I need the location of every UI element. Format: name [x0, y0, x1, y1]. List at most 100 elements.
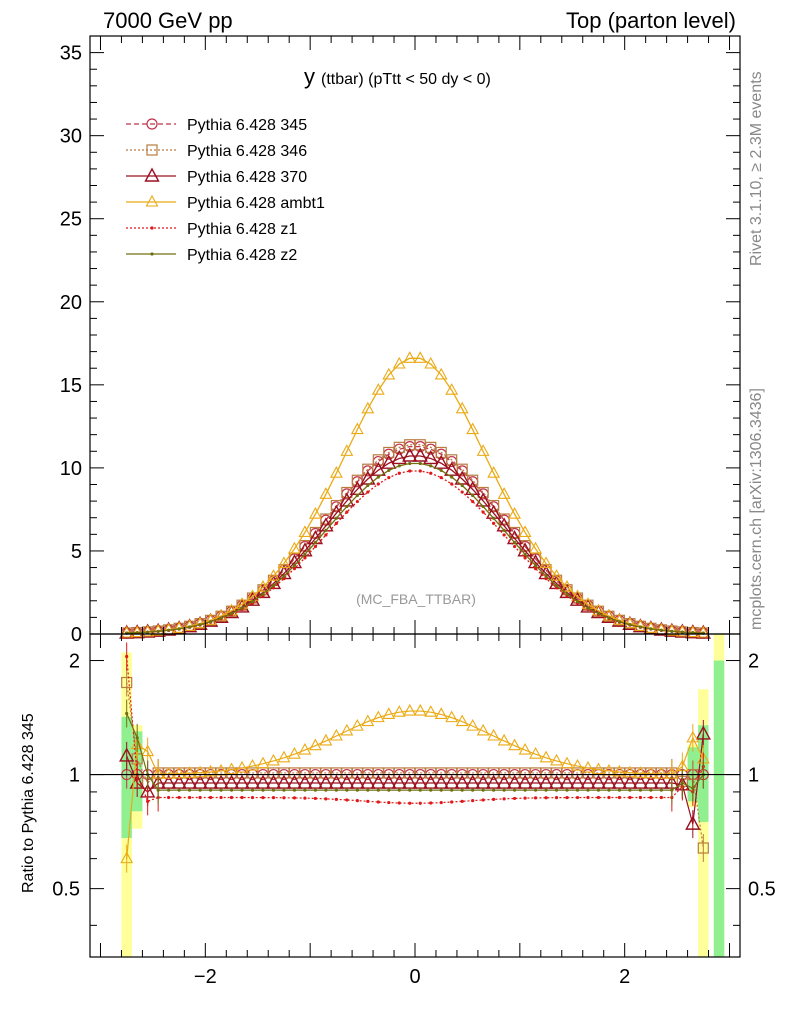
point-ambt1-13 — [256, 580, 270, 592]
point-z2-10 — [229, 611, 234, 616]
ratio-point-z2-32 — [460, 788, 464, 792]
ratio-point-z1-43 — [575, 795, 580, 800]
point-ambt1-50 — [644, 621, 658, 633]
ratio-point-z1-45 — [596, 795, 601, 800]
ratio-series-z1 — [125, 642, 705, 816]
point-z2-22 — [355, 493, 359, 498]
point-z2-42 — [565, 592, 569, 596]
watermark: (MC_FBA_TTBAR) — [356, 591, 476, 607]
ratio-point-z2-22 — [355, 788, 359, 792]
point-z2-24 — [376, 475, 380, 479]
ratio-point-z2-12 — [250, 788, 255, 792]
point-ambt1-34 — [476, 444, 490, 456]
point-z2-47 — [617, 620, 622, 624]
ratio-point-p370-0 — [119, 747, 135, 762]
point-ambt1-41 — [550, 569, 563, 581]
ratio-series-z2 — [125, 699, 705, 805]
chart-title-rest: (ttbar) (pTtt < 50 dy < 0) — [321, 71, 491, 88]
ratio-point-ambt1-50 — [644, 766, 658, 779]
ratio-point-ambt1-35 — [487, 728, 501, 741]
ratio-line-z2 — [126, 713, 704, 791]
rtick-label-0: 0.5 — [52, 879, 80, 901]
ratio-point-ambt1-31 — [445, 710, 459, 723]
point-p370-28 — [412, 447, 428, 462]
ratio-point-ambt1-27 — [403, 703, 417, 716]
ratio-point-ambt1-45 — [592, 762, 605, 775]
ratio-point-z2-17 — [303, 788, 307, 792]
point-z2-44 — [586, 606, 590, 610]
point-z2-35 — [492, 516, 496, 520]
legend-entry-ambt1: Pythia 6.428 ambt1 — [126, 194, 325, 212]
point-z1-35 — [492, 521, 496, 525]
xtick-label-1: 0 — [409, 966, 420, 988]
point-z1-18 — [313, 544, 318, 549]
point-z1-23 — [366, 490, 370, 494]
ratio-point-p370-35 — [485, 774, 502, 789]
ratio-point-z2-23 — [366, 788, 370, 792]
series-z1 — [125, 469, 705, 635]
ratio-line-p370 — [126, 733, 704, 825]
point-z2-45 — [596, 611, 601, 616]
ratio-point-ambt1-42 — [560, 756, 574, 769]
ratio-point-z2-3 — [156, 788, 160, 792]
point-z2-27 — [408, 461, 412, 466]
ratio-point-ambt1-24 — [371, 710, 385, 723]
legend-marker-p345 — [146, 118, 158, 130]
point-z2-46 — [607, 616, 611, 620]
rtick-label-1: 1 — [69, 765, 80, 787]
point-z2-13 — [261, 592, 265, 596]
point-z2-28 — [418, 461, 422, 466]
ratio-point-z1-40 — [544, 796, 548, 800]
point-ambt1-14 — [267, 569, 280, 581]
ratio-point-p370-9 — [213, 774, 229, 789]
point-z2-53 — [680, 630, 684, 634]
ratio-point-z2-18 — [313, 788, 318, 792]
point-z1-16 — [292, 567, 297, 571]
series-ambt1 — [120, 351, 710, 638]
ratio-point-z1-16 — [292, 796, 297, 800]
point-z2-34 — [481, 504, 485, 509]
ratio-point-z1-46 — [607, 795, 611, 800]
ratio-point-z1-21 — [345, 798, 349, 802]
ratio-point-ambt1-38 — [518, 742, 532, 755]
point-z1-26 — [397, 471, 401, 475]
ratio-point-ambt1-12 — [246, 758, 259, 771]
ratio-point-z1-14 — [271, 796, 276, 800]
legend-label-z1: Pythia 6.428 z1 — [187, 221, 297, 238]
rtick-label-right-2: 2 — [748, 651, 759, 673]
point-z2-19 — [324, 528, 328, 532]
point-z2-16 — [292, 564, 297, 568]
ratio-point-p370-15 — [276, 774, 292, 789]
point-z2-6 — [187, 625, 192, 629]
ratio-point-ambt1-5 — [172, 766, 186, 779]
ratio-point-z1-6 — [187, 795, 192, 800]
point-ambt1-19 — [319, 487, 333, 499]
ratio-point-z2-26 — [397, 788, 401, 792]
point-p346-32 — [456, 463, 468, 475]
legend-marker-p346 — [146, 144, 158, 156]
ratio-series-p370 — [119, 719, 711, 839]
ratio-point-z2-30 — [439, 788, 443, 792]
ratio-point-p370-7 — [192, 774, 208, 789]
ratio-point-p346-55 — [697, 842, 709, 854]
ratio-point-z2-33 — [471, 788, 475, 792]
point-ambt1-7 — [193, 616, 207, 629]
ratio-point-z2-1 — [135, 736, 139, 740]
ratio-point-z1-51 — [659, 795, 663, 800]
ratio-point-ambt1-48 — [623, 765, 637, 778]
ratio-point-ambt1-34 — [476, 723, 490, 736]
point-p370-29 — [423, 449, 439, 465]
point-ambt1-15 — [277, 556, 291, 569]
axes: 0 5 10 15 20 25 30 35 −2 0 2 0.5 0.5 1 1 2 2 — [52, 35, 776, 988]
series-line-z1 — [126, 470, 704, 634]
ratio-point-p370-21 — [339, 774, 355, 789]
ratio-point-ambt1-18 — [308, 738, 322, 751]
ratio-point-z1-27 — [408, 801, 412, 805]
point-p346-22 — [351, 474, 363, 486]
point-ambt1-48 — [623, 616, 637, 629]
point-z2-43 — [575, 600, 580, 604]
ratio-point-p370-20 — [328, 774, 345, 789]
point-z1-39 — [533, 567, 538, 571]
ratio-point-z2-48 — [628, 788, 632, 792]
